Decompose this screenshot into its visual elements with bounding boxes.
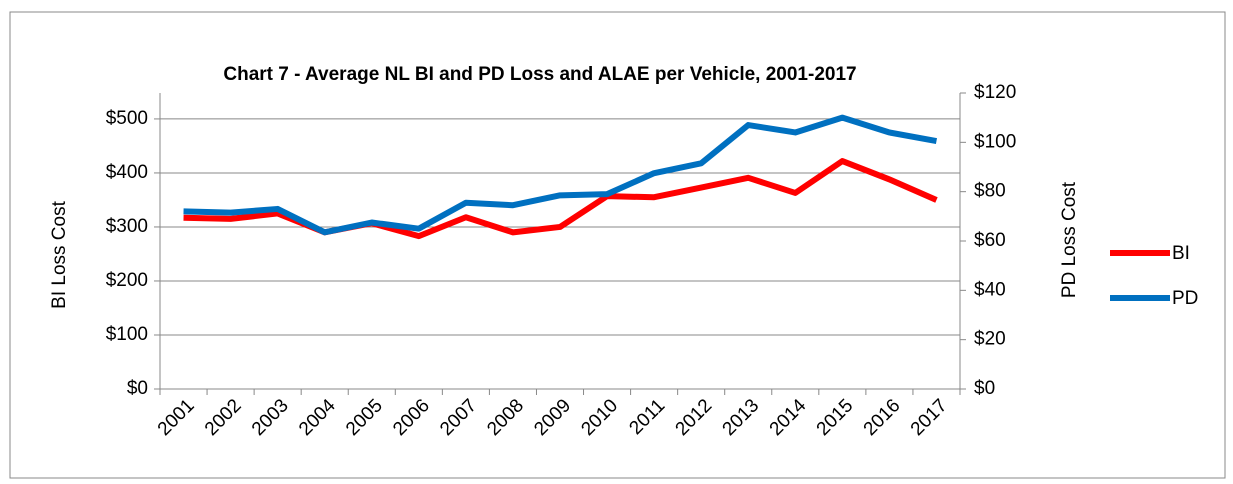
y-tick-label: $500 [106, 108, 148, 129]
y2-tick-label: $100 [974, 131, 1016, 152]
y-axis-label: BI Loss Cost [49, 200, 70, 308]
y-tick-label: $300 [106, 216, 148, 237]
legend-label: PD [1172, 288, 1198, 309]
y2-tick-label: $60 [974, 230, 1006, 251]
data-line [183, 114, 938, 236]
y2-tick-label: $40 [974, 279, 1006, 300]
y2-tick-label: $80 [974, 181, 1006, 202]
y-tick-label: $400 [106, 162, 148, 183]
y-tick-label: $200 [106, 270, 148, 291]
chart-border [9, 11, 1226, 479]
y2-tick-label: $120 [974, 82, 1016, 103]
y2-axis-label: PD Loss Cost [1059, 181, 1080, 298]
chart-title: Chart 7 - Average NL BI and PD Loss and … [223, 64, 856, 85]
y-tick-label: $100 [106, 324, 148, 345]
legend-label: BI [1172, 243, 1190, 264]
y2-tick-label: $20 [974, 329, 1006, 350]
y2-tick-label: $0 [974, 378, 995, 399]
y-tick-label: $0 [127, 378, 148, 399]
